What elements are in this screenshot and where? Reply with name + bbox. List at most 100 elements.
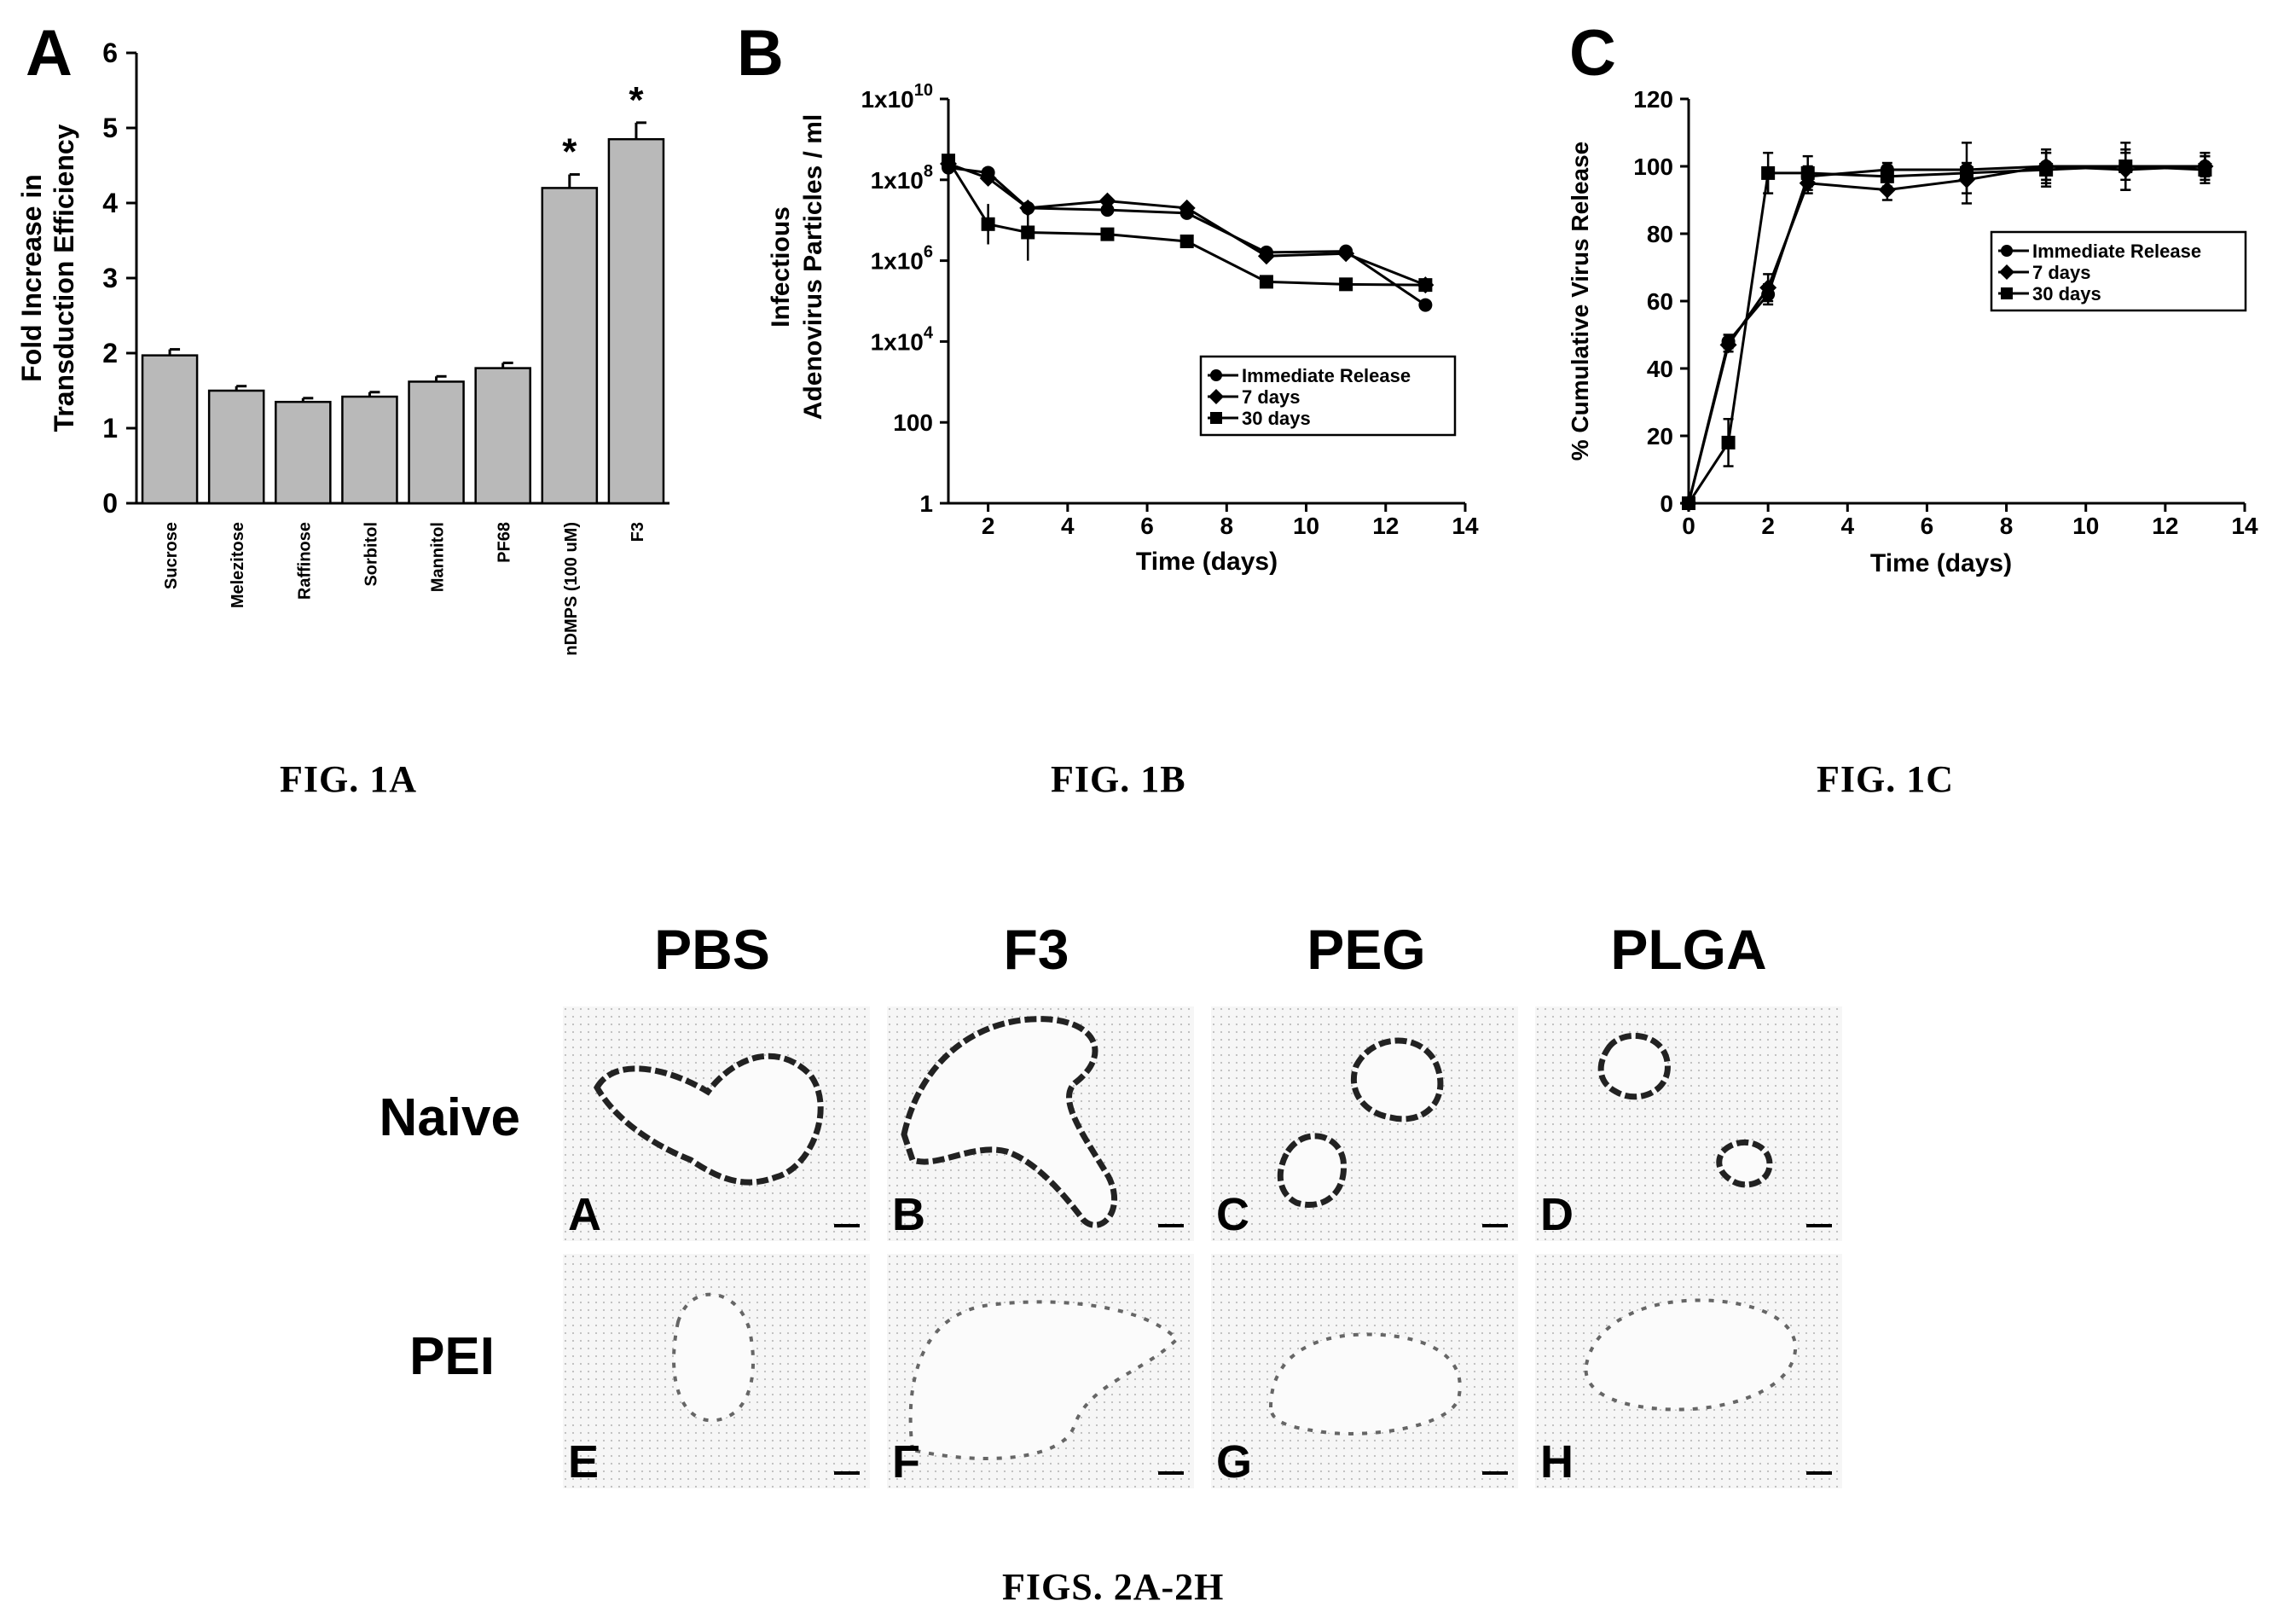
bar xyxy=(141,354,199,505)
scale-bar xyxy=(1806,1471,1832,1475)
x-axis-label: Time (days) xyxy=(1870,549,2012,577)
micrograph-panel-c: C xyxy=(1211,1006,1518,1241)
column-header-peg: PEG xyxy=(1307,918,1426,981)
panel-label: F xyxy=(892,1436,920,1488)
y-axis-label: Fold Increase in xyxy=(16,174,47,382)
y-tick-label: 1x106 xyxy=(871,243,933,275)
x-tick-label: 8 xyxy=(2000,513,2014,539)
tissue-texture xyxy=(1211,1006,1518,1241)
series-line xyxy=(1687,165,2205,504)
data-point xyxy=(1021,225,1035,240)
airway-outline xyxy=(672,1292,755,1423)
data-point xyxy=(1418,278,1433,293)
micrograph-image xyxy=(1535,1254,1842,1488)
series-line xyxy=(1687,165,2205,504)
legend-box xyxy=(1990,230,2247,312)
data-point xyxy=(1721,435,1736,450)
legend-label: Immediate Release xyxy=(1242,365,1411,386)
y-axis-label: Infectious xyxy=(767,206,795,328)
legend-label: 7 days xyxy=(2032,262,2091,283)
data-point xyxy=(942,154,955,168)
y-tick-label: 5 xyxy=(102,113,118,143)
x-tick-label: 14 xyxy=(1452,513,1479,539)
airway-outline xyxy=(908,1300,1179,1460)
series-line xyxy=(1687,165,2205,504)
micrograph-image xyxy=(1535,1006,1842,1241)
panel-label: A xyxy=(568,1189,601,1240)
panel-letter: A xyxy=(26,17,72,90)
legend-marker xyxy=(2001,245,2013,257)
column-header-plga: PLGA xyxy=(1610,918,1767,981)
panel-letter: B xyxy=(737,17,784,90)
series-line xyxy=(948,162,1426,287)
bar xyxy=(541,187,599,505)
micrograph-image xyxy=(1211,1006,1518,1241)
x-axis-label: Time (days) xyxy=(1136,548,1278,576)
airway-outline xyxy=(1584,1298,1798,1412)
panel-label: D xyxy=(1540,1189,1574,1240)
bar xyxy=(275,400,332,505)
category-label: F3 xyxy=(629,522,647,542)
bar xyxy=(207,389,265,505)
x-tick-label: 2 xyxy=(982,513,995,539)
y-tick-label: 1 xyxy=(102,413,118,444)
x-tick-label: 0 xyxy=(1682,513,1695,539)
micrograph-image xyxy=(563,1254,870,1488)
airway-outline xyxy=(1268,1332,1462,1436)
micrograph-panel-d: D xyxy=(1535,1006,1842,1241)
y-tick-label: 6 xyxy=(102,38,118,68)
y-tick-label: 3 xyxy=(102,263,118,293)
scale-bar xyxy=(834,1471,860,1475)
series-line xyxy=(947,160,1426,287)
data-point xyxy=(979,169,997,187)
significance-marker: * xyxy=(629,79,644,121)
fig-1c-caption: FIG. 1C xyxy=(1817,758,1954,800)
x-tick-label: 14 xyxy=(2231,513,2258,539)
row-header-pei: PEI xyxy=(409,1327,495,1386)
scale-bar xyxy=(1806,1224,1832,1227)
data-point xyxy=(2118,160,2133,173)
y-axis-label: Transduction Efficiency xyxy=(49,124,79,432)
data-point xyxy=(1100,203,1115,218)
panel-label: B xyxy=(892,1189,925,1240)
x-tick-label: 4 xyxy=(1061,513,1075,539)
data-point xyxy=(1759,279,1777,297)
data-point xyxy=(2039,162,2054,177)
micrograph-image xyxy=(1211,1254,1518,1488)
fig-2-caption: FIGS. 2A-2H xyxy=(1002,1566,1225,1608)
panel-label: G xyxy=(1216,1436,1253,1488)
data-point xyxy=(1098,192,1116,210)
legend-marker xyxy=(1210,412,1222,424)
legend-label: 30 days xyxy=(1242,408,1311,429)
micrograph-panel-g: G xyxy=(1211,1254,1518,1488)
micrograph-panel-f: F xyxy=(887,1254,1194,1488)
bar xyxy=(341,395,398,505)
category-label: PF68 xyxy=(496,522,514,563)
y-tick-label: 1x1010 xyxy=(861,81,933,113)
micrograph-panel-a: A xyxy=(563,1006,870,1241)
tissue-texture xyxy=(1535,1006,1842,1241)
scale-bar xyxy=(1158,1471,1184,1475)
airway-outline xyxy=(901,1016,1117,1228)
data-point xyxy=(1682,496,1695,510)
micrograph-panel-b: B xyxy=(887,1006,1194,1241)
panel-label: H xyxy=(1540,1436,1574,1488)
x-tick-label: 4 xyxy=(1840,513,1854,539)
data-point xyxy=(1339,277,1353,292)
scale-bar xyxy=(834,1224,860,1227)
fig-1b-caption: FIG. 1B xyxy=(1051,758,1186,800)
y-tick-label: 1x108 xyxy=(871,162,933,194)
data-point xyxy=(1337,245,1355,263)
data-point xyxy=(1179,234,1194,248)
scale-bar xyxy=(1482,1224,1508,1227)
legend-label: 7 days xyxy=(1242,386,1301,408)
panel-label: E xyxy=(568,1436,600,1488)
data-point xyxy=(1259,275,1273,289)
x-tick-label: 8 xyxy=(1220,513,1234,539)
x-tick-label: 12 xyxy=(1372,513,1399,539)
y-tick-label: 60 xyxy=(1647,288,1673,315)
category-label: Raffinose xyxy=(295,522,314,600)
airway-outline xyxy=(1277,1037,1444,1209)
significance-marker: * xyxy=(562,131,577,173)
